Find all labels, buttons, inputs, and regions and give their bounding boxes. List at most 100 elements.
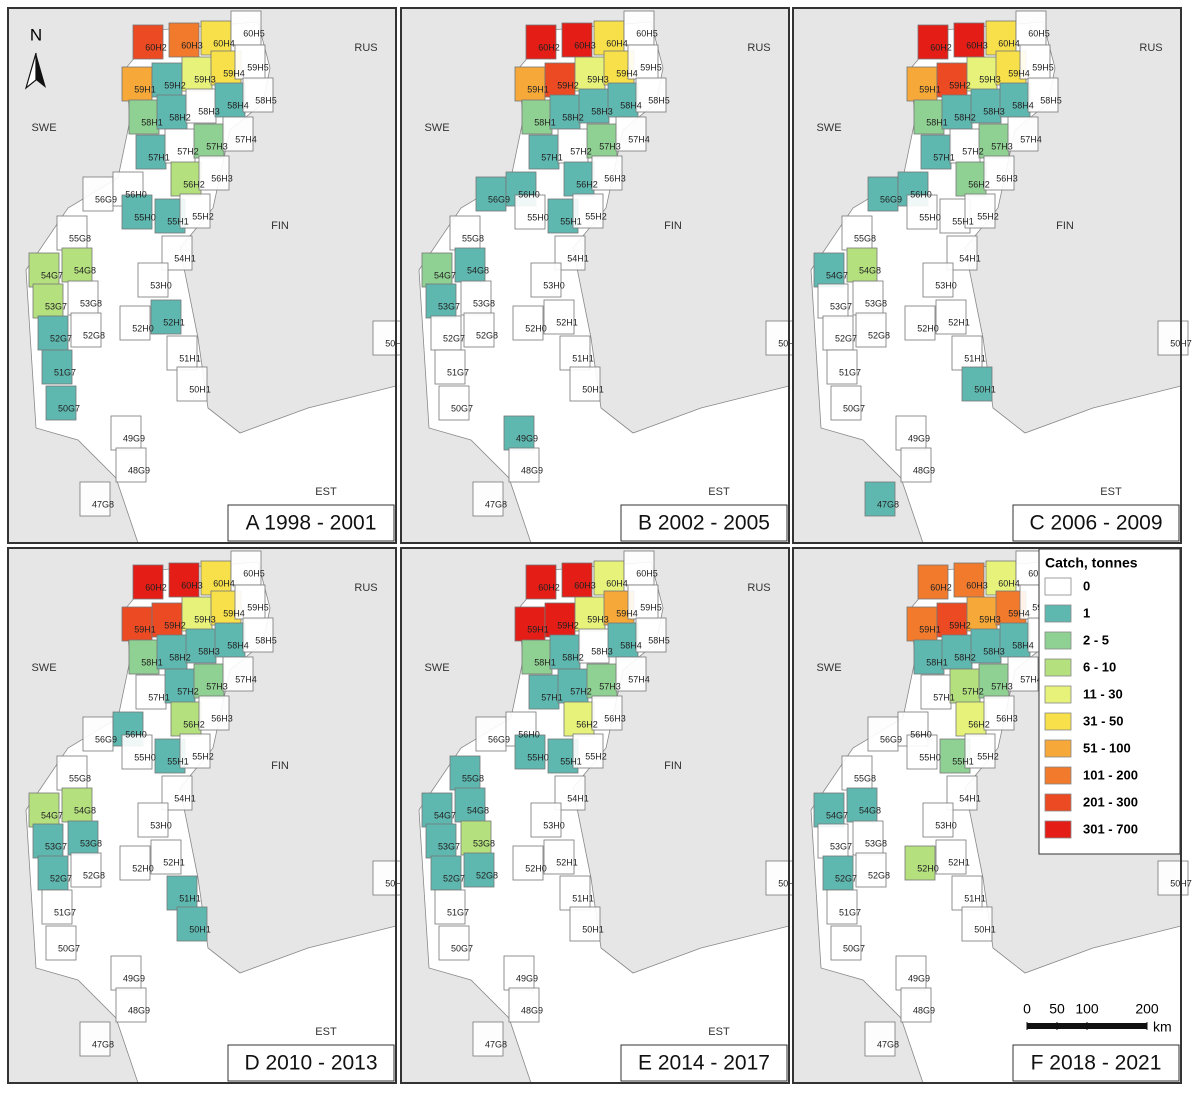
cell-label: 58H1 xyxy=(926,117,948,127)
cell-label: 52H1 xyxy=(163,317,185,327)
cell-label: 53G7 xyxy=(830,301,852,311)
cell-label: 59H4 xyxy=(223,68,245,78)
cell-label: 55G8 xyxy=(854,773,876,783)
cell-label: 58H1 xyxy=(141,117,163,127)
grid-cell xyxy=(895,415,927,451)
grid-cell xyxy=(525,24,557,60)
grid-cell xyxy=(56,755,88,791)
grid-cell xyxy=(32,283,64,319)
grid-cell xyxy=(955,161,987,197)
cell-label: 58H2 xyxy=(954,112,976,122)
grid-cell xyxy=(454,787,486,823)
cell-label: 48G9 xyxy=(913,465,935,475)
grid-cell xyxy=(917,564,949,600)
grid-cell xyxy=(920,134,952,170)
grid-cell xyxy=(913,639,945,675)
cell-label: 59H3 xyxy=(587,614,609,624)
grid-cell xyxy=(421,792,453,828)
legend-swatch xyxy=(1044,685,1072,704)
grid-cell xyxy=(1157,320,1189,356)
cell-label: 58H4 xyxy=(227,100,249,110)
cell-label: 54G7 xyxy=(826,810,848,820)
cell-label: 53G8 xyxy=(865,298,887,308)
grid-cell xyxy=(615,656,647,692)
cell-label: 56H0 xyxy=(125,729,147,739)
cell-label: 55G8 xyxy=(462,773,484,783)
grid-cell xyxy=(67,820,99,856)
cell-label: 57H4 xyxy=(1020,674,1042,684)
scale-label: 50 xyxy=(1049,1001,1065,1017)
grid-cell xyxy=(830,385,862,421)
cell-label: 57H2 xyxy=(570,146,592,156)
grid-cell xyxy=(961,366,993,402)
cell-label: 57H2 xyxy=(177,146,199,156)
cell-label: 56H3 xyxy=(996,713,1018,723)
legend-swatch xyxy=(1044,766,1072,785)
grid-cell xyxy=(822,855,854,891)
grid-cell xyxy=(841,755,873,791)
cell-label: 59H2 xyxy=(557,80,579,90)
grid-cell xyxy=(855,312,887,348)
cell-label: 53H0 xyxy=(543,280,565,290)
cell-label: 57H1 xyxy=(541,692,563,702)
grid-cell xyxy=(472,1021,504,1057)
cell-label: 50G7 xyxy=(451,943,473,953)
cell-label: 58H5 xyxy=(255,95,277,105)
country-label: EST xyxy=(708,486,730,498)
cell-label: 60H4 xyxy=(213,38,235,48)
grid-cell xyxy=(966,596,998,632)
cell-label: 60H4 xyxy=(606,38,628,48)
cell-label: 56H2 xyxy=(576,719,598,729)
cell-label: 60H3 xyxy=(966,580,988,590)
cell-label: 53G7 xyxy=(438,841,460,851)
cell-label: 60H3 xyxy=(574,580,596,590)
caption-box xyxy=(1012,1044,1180,1082)
cell-label: 54H1 xyxy=(567,793,589,803)
cell-label: 57H4 xyxy=(628,134,650,144)
country-label: SWE xyxy=(424,662,449,674)
cell-label: 57H3 xyxy=(599,141,621,151)
grid-cell xyxy=(561,22,593,58)
cell-label: 50G7 xyxy=(58,403,80,413)
grid-cell xyxy=(463,312,495,348)
cell-label: 54H1 xyxy=(959,253,981,263)
country-label: RUS xyxy=(354,582,377,594)
grid-cell xyxy=(966,56,998,92)
cell-label: 55H2 xyxy=(585,751,607,761)
cell-label: 51G7 xyxy=(839,367,861,377)
grid-cell xyxy=(421,252,453,288)
cell-label: 54H1 xyxy=(567,253,589,263)
cell-label: 47G8 xyxy=(485,499,507,509)
cell-label: 56H0 xyxy=(125,189,147,199)
cell-label: 47G8 xyxy=(877,1039,899,1049)
cell-label: 51G7 xyxy=(54,367,76,377)
grid-cell xyxy=(115,987,147,1023)
grid-cell xyxy=(137,802,169,838)
cell-label: 56H3 xyxy=(604,713,626,723)
grid-cell xyxy=(512,305,544,341)
cell-label: 52G8 xyxy=(83,870,105,880)
grid-cell xyxy=(841,215,873,251)
cell-label: 59H2 xyxy=(557,620,579,630)
cell-label: 59H5 xyxy=(640,602,662,612)
grid-cell xyxy=(475,176,507,212)
cell-label: 56H2 xyxy=(968,179,990,189)
cell-label: 53G8 xyxy=(473,298,495,308)
legend-swatch xyxy=(1044,820,1072,839)
grid-cell xyxy=(425,283,457,319)
cell-label: 57H1 xyxy=(933,692,955,702)
cell-label: 55H2 xyxy=(192,211,214,221)
cell-label: 49G9 xyxy=(123,433,145,443)
cell-label: 58H4 xyxy=(620,100,642,110)
cell-label: 48G9 xyxy=(128,1005,150,1015)
grid-cell xyxy=(569,906,601,942)
grid-cell xyxy=(168,562,200,598)
cell-label: 58H3 xyxy=(591,646,613,656)
grid-cell xyxy=(904,305,936,341)
grid-cell xyxy=(132,24,164,60)
cell-label: 59H4 xyxy=(1008,608,1030,618)
cell-label: 58H3 xyxy=(983,106,1005,116)
cell-label: 49G9 xyxy=(908,433,930,443)
grid-cell xyxy=(572,733,604,769)
cell-label: 58H1 xyxy=(534,657,556,667)
